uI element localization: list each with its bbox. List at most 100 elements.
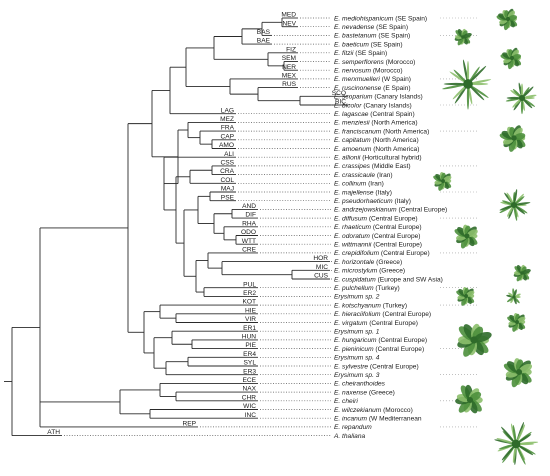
species-region: (Central Europe) [379, 250, 430, 257]
taxon-name: E. wittmannii (Central Europe) [334, 242, 422, 249]
taxon-code: NEV [282, 20, 296, 27]
taxon-name: E. bastetanum (SE Spain) [334, 33, 410, 40]
taxon-name: E. kotschyanum (Turkey) [334, 302, 407, 309]
plant-rosette-image [496, 8, 518, 31]
taxon-name: E. sylvestre (Central Europe) [334, 363, 419, 370]
taxon-code: WIC [243, 403, 256, 410]
species-binomial: E. scoparium [334, 94, 373, 101]
species-binomial: E. mediohispanicum [334, 15, 394, 22]
taxon-name: E. hungaricum (Central Europe) [334, 337, 427, 344]
plant-rosette-image [513, 264, 531, 282]
taxon-code: CHR [242, 394, 257, 401]
plant-rosette-image [494, 421, 539, 465]
taxon-name: E. majellense (Italy) [334, 189, 392, 196]
species-binomial: E. menziesii [334, 120, 370, 127]
species-binomial: E. odoratum [334, 233, 370, 240]
taxon-code: WTT [242, 238, 256, 245]
taxon-name: E. collinum (Iran) [334, 181, 384, 188]
species-binomial: E. microstylum [334, 268, 378, 275]
taxon-name: E. virgatum (Central Europe) [334, 320, 418, 327]
species-binomial: E. horizontale [334, 259, 375, 266]
taxon-name: E. allionii (Horticultural hybrid) [334, 155, 422, 162]
plant-rosette-image [433, 172, 452, 191]
species-binomial: E. sylvestre [334, 363, 368, 370]
species-binomial: E. cuspidatum [334, 276, 376, 283]
species-region: (SE Spain) [374, 24, 408, 31]
taxon-name: Erysimum sp. 1 [334, 329, 380, 336]
taxon-name: E. amoenum (North America) [334, 146, 419, 153]
taxon-name: E. crassicaule (Iran) [334, 172, 393, 179]
plant-rosette-image [499, 189, 531, 221]
taxon-code: SYL [244, 360, 257, 367]
taxon-code: MEZ [220, 116, 234, 123]
taxon-code: CUS [314, 273, 329, 280]
taxon-name: E. odoratum (Central Europe) [334, 233, 421, 240]
species-binomial: E. amoenum [334, 146, 372, 153]
taxon-code: PIE [245, 342, 256, 349]
taxon-name: E. scoparium (Canary Islands) [334, 94, 423, 101]
taxon-name: E. cheiranthoides [334, 381, 386, 388]
taxon-code: ER4 [243, 351, 256, 358]
taxon-code: CRE [242, 247, 257, 254]
species-region: (Turkey) [374, 285, 400, 292]
taxon-code: KOT [242, 299, 256, 306]
taxon-name: E. merxmuelleri (W Spain) [334, 76, 411, 83]
taxon-code: ER3 [243, 368, 256, 375]
species-region: (SE Spain) [377, 33, 411, 40]
species-region: (Central Europe) [371, 224, 422, 231]
species-region: (Canary Islands) [362, 102, 412, 109]
species-binomial: E. crassicaule [334, 172, 375, 179]
species-region: (Iran) [375, 172, 393, 179]
species-binomial: E. allionii [334, 155, 361, 162]
species-binomial: E. virgatum [334, 320, 368, 327]
species-binomial: E. hieraciifolium [334, 311, 381, 318]
taxon-code: ODO [241, 229, 256, 236]
species-binomial: E. nevadense [334, 24, 375, 31]
taxon-name: E. capitatum (North America) [334, 137, 419, 144]
taxon-name: E. franciscanum (North America) [334, 128, 429, 135]
taxon-code: MEX [282, 73, 297, 80]
taxon-name: E. naxense (Greece) [334, 389, 395, 396]
species-region: (Central Europe) [397, 207, 448, 214]
taxon-name: E. microstylum (Greece) [334, 268, 405, 275]
taxon-code: HUN [242, 334, 257, 341]
species-binomial: E. repandum [334, 424, 372, 431]
species-region: (Horticultural hybrid) [360, 155, 421, 162]
plant-rosette-image [505, 82, 537, 115]
taxon-name: E. repandum [334, 424, 372, 431]
species-binomial: E. ruscinonense [334, 85, 382, 92]
plant-rosette-image [455, 384, 483, 414]
taxon-name: E. mediohispanicum (SE Spain) [334, 15, 427, 22]
taxon-code: MED [281, 12, 296, 19]
species-region: (W Mediterranean [367, 416, 422, 423]
species-region: (Central Europe) [370, 233, 421, 240]
taxon-code: MAJ [221, 186, 234, 193]
plant-rosette-image [500, 47, 522, 70]
species-region: (Greece) [377, 268, 405, 275]
plant-photos [433, 8, 539, 465]
species-binomial: E. pieninicum [334, 346, 374, 353]
taxon-name: Erysimum sp. 2 [334, 294, 380, 301]
species-region: (SE Spain) [353, 50, 387, 57]
species-binomial: E. pseudorhaeticum [334, 198, 393, 205]
species-region: (Central Spain) [368, 111, 414, 118]
species-binomial: E. incanum [334, 416, 367, 423]
plant-rosette-image [457, 323, 492, 357]
taxon-code: NAX [242, 386, 256, 393]
taxon-code: VIR [245, 316, 256, 323]
species-binomial: E. naxense [334, 389, 367, 396]
species-binomial: E. wittmannii [334, 242, 372, 249]
taxon-code: FIZ [286, 46, 296, 53]
species-region: (Italy) [374, 189, 392, 196]
species-binomial: E. diffusum [334, 215, 367, 222]
taxon-code: HOR [313, 255, 328, 262]
taxon-code: RUS [282, 81, 297, 88]
taxon-code: HIE [245, 307, 257, 314]
species-region: (Greece) [374, 259, 402, 266]
species-region: (North America) [371, 137, 419, 144]
species-region: (North America) [370, 120, 418, 127]
taxon-code: PSE [221, 194, 235, 201]
taxon-code: CAP [220, 133, 234, 140]
dotted-leaders [64, 17, 478, 436]
